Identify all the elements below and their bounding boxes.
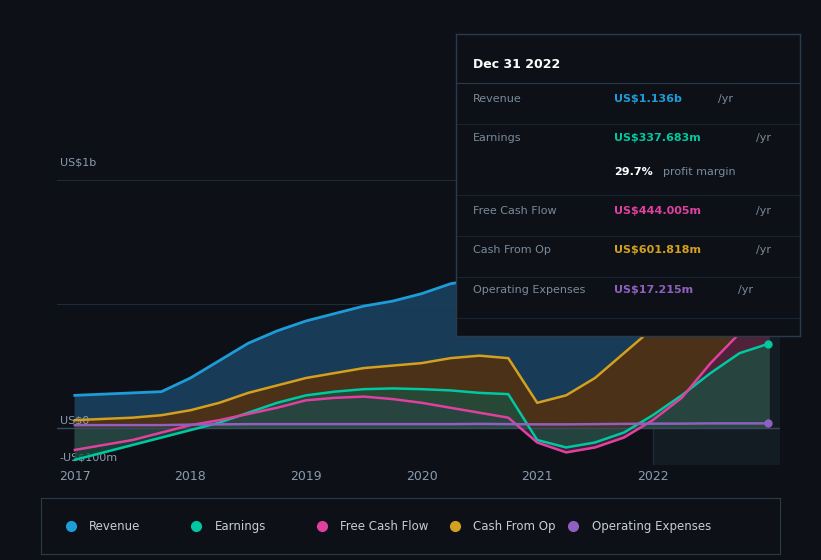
Text: /yr: /yr [718, 94, 732, 104]
Text: Earnings: Earnings [215, 520, 266, 533]
Text: US$0: US$0 [60, 415, 89, 425]
Bar [653, 118, 780, 465]
Text: /yr: /yr [755, 245, 771, 255]
Text: Operating Expenses: Operating Expenses [591, 520, 711, 533]
Text: Dec 31 2022: Dec 31 2022 [473, 58, 560, 71]
Text: US$1b: US$1b [60, 157, 96, 167]
Text: US$1.136b: US$1.136b [614, 94, 682, 104]
Text: 29.7%: 29.7% [614, 167, 653, 176]
Text: Free Cash Flow: Free Cash Flow [473, 206, 557, 216]
Text: profit margin: profit margin [663, 167, 735, 176]
Text: Cash From Op: Cash From Op [473, 245, 551, 255]
Text: /yr: /yr [738, 284, 754, 295]
Text: US$337.683m: US$337.683m [614, 133, 701, 143]
Text: US$444.005m: US$444.005m [614, 206, 701, 216]
Text: -US$100m: -US$100m [60, 452, 118, 463]
Text: /yr: /yr [755, 206, 771, 216]
Text: Free Cash Flow: Free Cash Flow [341, 520, 429, 533]
Text: Revenue: Revenue [89, 520, 140, 533]
Text: US$601.818m: US$601.818m [614, 245, 701, 255]
Text: US$17.215m: US$17.215m [614, 284, 694, 295]
Text: Revenue: Revenue [473, 94, 521, 104]
Text: Operating Expenses: Operating Expenses [473, 284, 585, 295]
Text: /yr: /yr [755, 133, 771, 143]
Text: Cash From Op: Cash From Op [474, 520, 556, 533]
Text: Earnings: Earnings [473, 133, 521, 143]
